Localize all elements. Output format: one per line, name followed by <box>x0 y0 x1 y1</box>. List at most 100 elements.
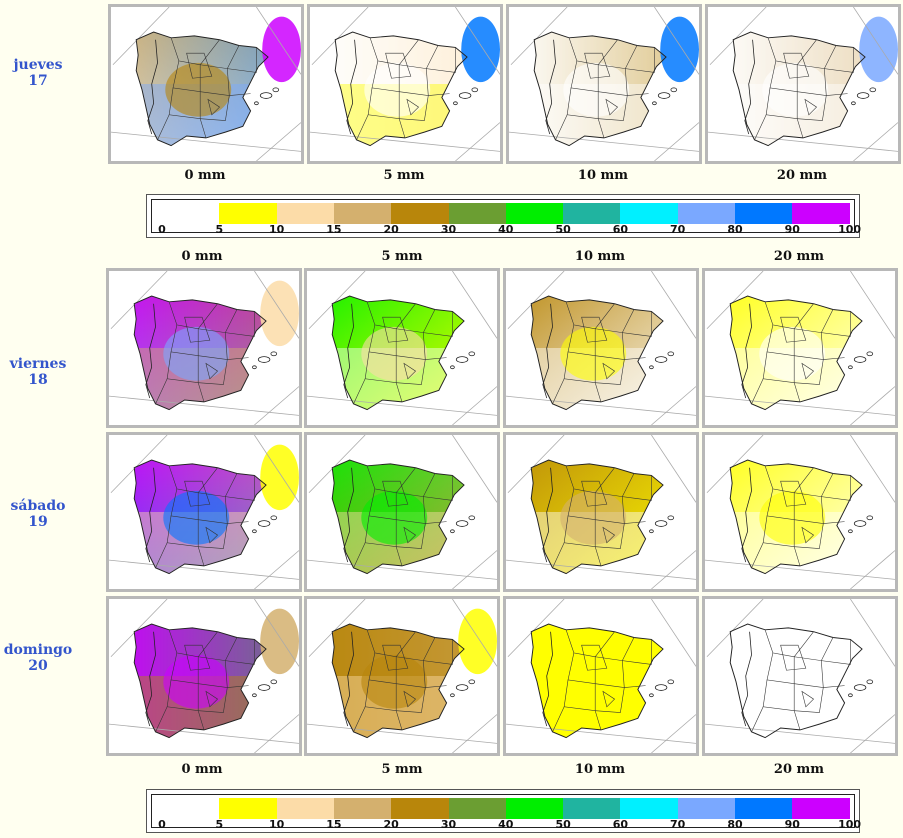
province-border <box>602 526 616 544</box>
country-border <box>744 39 755 135</box>
map-panel-viernes-0mm <box>106 268 302 428</box>
province-border <box>157 114 170 140</box>
province-border <box>385 52 412 79</box>
map-svg <box>705 599 895 753</box>
graticule-line <box>651 599 696 667</box>
balearic-island <box>270 515 278 521</box>
graticule-line <box>706 271 764 330</box>
province-border <box>225 475 255 501</box>
day-label-thursday: jueves 17 <box>0 57 76 89</box>
precipitation-field <box>134 460 267 574</box>
legend-tick-label: 50 <box>555 223 571 236</box>
graticule-line <box>506 559 696 580</box>
province-border <box>754 114 767 140</box>
province-border <box>821 311 851 337</box>
graticule-line <box>308 599 366 658</box>
balearic-island <box>455 684 469 691</box>
province-border <box>801 362 815 380</box>
legend-tick-label: 40 <box>498 223 514 236</box>
legend-tick-label: 0 <box>158 223 166 236</box>
legend-swatch <box>792 798 851 819</box>
province-border <box>567 324 596 357</box>
legend-tick-label: 90 <box>784 223 800 236</box>
province-border <box>794 309 834 333</box>
province-border <box>170 37 220 66</box>
coastline <box>133 623 267 739</box>
graticule-line <box>850 550 895 589</box>
map-panel-jueves-5mm <box>307 4 503 164</box>
province-border <box>198 473 238 497</box>
province-border <box>368 324 397 357</box>
legend-tick-label: 50 <box>555 818 571 831</box>
graticule-line <box>651 435 696 503</box>
graticule-line <box>311 7 369 66</box>
threshold-label-10mm: 10 mm <box>577 168 629 183</box>
graticule-line <box>452 550 497 589</box>
legend-bar: 0 5 10 15 20 30 40 50 60 70 80 90 100 <box>151 199 861 236</box>
province-border <box>764 629 814 658</box>
graticule-line <box>254 435 299 503</box>
province-border <box>168 629 218 658</box>
province-border <box>200 45 240 69</box>
legend-swatch <box>620 203 679 224</box>
province-border <box>627 93 649 96</box>
province-border <box>793 546 801 566</box>
map-panel-sábado-0mm <box>106 432 302 592</box>
legend-tick-label: 10 <box>268 818 285 831</box>
map-svg <box>307 271 497 425</box>
province-border <box>794 523 824 549</box>
map-svg <box>307 599 497 753</box>
sea-precipitation <box>859 16 898 83</box>
province-border <box>622 475 652 501</box>
map-panel-viernes-10mm <box>503 268 699 428</box>
threshold-label-10mm: 10 mm <box>574 762 626 777</box>
province-border <box>780 316 807 343</box>
balearic-island <box>252 693 257 698</box>
province-border <box>793 710 801 730</box>
balearic-island <box>272 87 280 93</box>
map-panel-viernes-5mm <box>304 268 500 428</box>
province-border <box>197 710 205 730</box>
province-border <box>594 546 602 566</box>
province-border <box>198 309 238 333</box>
balearic-island <box>649 365 654 370</box>
sea-precipitation <box>260 280 299 347</box>
province-border <box>364 351 397 383</box>
province-border <box>801 690 815 708</box>
graticule-line <box>109 395 299 416</box>
graticule-line <box>254 386 299 425</box>
coastline <box>334 31 468 147</box>
map-svg <box>506 599 696 753</box>
province-border <box>766 488 795 521</box>
balearic-island <box>468 679 476 685</box>
color-legend-top: 0 5 10 15 20 30 40 50 60 70 80 90 100 <box>146 194 861 238</box>
legend-tick-label: 30 <box>440 818 457 831</box>
legend-tick-label: 60 <box>612 818 629 831</box>
map-svg <box>705 435 895 589</box>
legend-swatch <box>677 798 736 819</box>
province-border <box>366 465 416 494</box>
province-border <box>552 378 565 404</box>
province-border <box>184 480 211 507</box>
map-svg <box>109 599 299 753</box>
balearic-island <box>252 529 257 534</box>
legend-tick-label: 5 <box>215 223 224 236</box>
legend-swatch <box>563 798 621 819</box>
province-border <box>396 309 436 333</box>
province-border <box>552 706 565 732</box>
province-border <box>425 685 447 688</box>
coastline <box>530 623 664 739</box>
graticule-line <box>307 559 497 580</box>
balearic-island <box>667 515 675 521</box>
legend-swatch <box>563 203 621 224</box>
graticule-line <box>506 395 696 416</box>
balearic-island <box>848 693 853 698</box>
legend-swatch <box>735 798 793 819</box>
province-border <box>794 359 824 385</box>
graticule-line <box>509 131 699 152</box>
balearic-island <box>853 356 867 363</box>
province-border <box>764 301 814 330</box>
day-number: 17 <box>28 73 48 89</box>
province-border <box>198 687 228 713</box>
country-border <box>741 631 752 727</box>
